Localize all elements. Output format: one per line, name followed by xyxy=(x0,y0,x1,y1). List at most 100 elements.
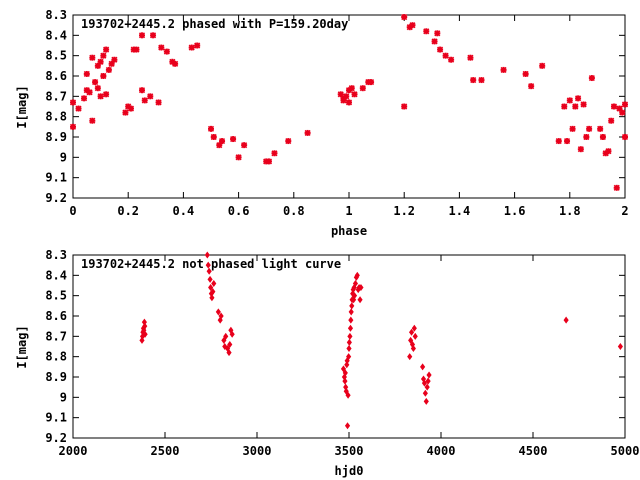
data-point xyxy=(359,85,366,92)
data-point xyxy=(210,133,217,141)
data-point xyxy=(619,109,626,116)
data-point xyxy=(613,184,620,191)
data-point xyxy=(142,322,148,330)
data-point xyxy=(621,133,629,141)
data-point xyxy=(621,101,629,108)
data-point xyxy=(347,324,354,332)
data-point xyxy=(127,105,135,112)
data-point xyxy=(348,308,354,316)
data-point xyxy=(580,101,587,108)
data-point xyxy=(139,336,145,344)
data-point xyxy=(141,97,148,104)
data-point xyxy=(194,42,201,49)
data-point xyxy=(349,302,355,310)
data-point xyxy=(426,371,432,379)
data-point xyxy=(470,77,477,84)
data-point xyxy=(348,316,354,324)
unphased-light-curve-plot: 2000 2500 3000 3500 4000 4500 5000 8.3 8.4 8.5 8.6… xyxy=(15,248,639,478)
plot-title: 193702+2445.2 phased with P=159.20day xyxy=(81,17,348,31)
data-point xyxy=(147,93,154,100)
y-tick-label: 9.2 xyxy=(45,431,67,445)
data-point xyxy=(424,383,430,391)
data-point xyxy=(208,284,214,292)
y-tick-label: 8.6 xyxy=(45,69,67,83)
data-point xyxy=(522,70,529,78)
data-point xyxy=(425,377,431,385)
data-point xyxy=(344,361,350,369)
data-point xyxy=(410,345,416,353)
data-point xyxy=(271,150,278,157)
data-point xyxy=(411,324,417,332)
data-point xyxy=(122,109,129,116)
x-tick-label: 0.2 xyxy=(117,204,139,218)
data-point xyxy=(617,342,623,351)
data-point xyxy=(500,66,507,73)
plot-title: 193702+2445.2 not phased light curve xyxy=(81,257,341,271)
phased-light-curve-plot: 0 0.2 0.4 0.6 0.8 1 1.2 1.4 1.6 1.8 2 8.3 8.4 8.5 8.6 8… xyxy=(15,8,629,238)
x-tick-label: 2500 xyxy=(151,444,180,458)
data-point xyxy=(599,133,606,141)
data-point xyxy=(342,369,348,377)
data-point xyxy=(205,261,211,269)
data-point xyxy=(163,48,170,55)
data-point xyxy=(345,391,351,399)
data-point xyxy=(357,296,363,304)
data-point xyxy=(235,154,242,161)
data-point xyxy=(346,345,352,353)
data-point xyxy=(423,397,429,405)
data-point xyxy=(207,125,215,132)
data-point xyxy=(337,91,344,98)
data-point xyxy=(155,99,162,106)
data-point xyxy=(407,353,413,361)
data-point xyxy=(434,30,441,37)
data-point xyxy=(431,38,438,45)
data-point xyxy=(401,103,408,110)
data-point xyxy=(105,66,112,73)
data-point xyxy=(408,328,415,336)
data-point xyxy=(69,99,77,106)
data-point xyxy=(368,79,375,86)
data-point xyxy=(221,336,227,344)
data-point xyxy=(218,312,224,320)
data-point xyxy=(226,349,232,357)
data-point xyxy=(442,52,449,59)
data-point xyxy=(347,332,353,340)
data-point xyxy=(172,60,179,67)
data-point xyxy=(344,422,351,430)
data-point xyxy=(412,332,418,340)
x-tick-label: 2000 xyxy=(59,444,88,458)
data-point xyxy=(138,32,146,39)
data-point xyxy=(304,129,311,136)
data-point xyxy=(342,377,348,385)
x-tick-label: 1.4 xyxy=(449,204,471,218)
y-tick-label: 8.7 xyxy=(45,329,67,343)
data-point xyxy=(422,389,428,397)
y-axis-label: I[mag] xyxy=(15,325,29,368)
data-point xyxy=(572,103,579,110)
data-point xyxy=(207,275,213,283)
data-point xyxy=(555,138,562,145)
y-tick-label: 8.5 xyxy=(45,289,67,303)
data-point xyxy=(211,279,217,287)
data-point xyxy=(448,56,455,63)
y-tick-label: 8.4 xyxy=(45,268,67,282)
data-point xyxy=(608,117,615,124)
data-point xyxy=(138,87,146,94)
data-point xyxy=(563,138,571,145)
data-point xyxy=(86,89,93,96)
x-tick-label: 0.4 xyxy=(173,204,195,218)
data-point xyxy=(89,117,96,124)
data-point xyxy=(539,62,546,69)
x-tick-label: 0.6 xyxy=(228,204,250,218)
x-tick-label: 3500 xyxy=(335,444,364,458)
x-tick-label: 1.6 xyxy=(504,204,526,218)
data-point xyxy=(345,99,353,106)
data-point xyxy=(586,125,593,132)
data-point xyxy=(605,148,612,155)
y-tick-label: 9.2 xyxy=(45,191,67,205)
data-point xyxy=(92,79,99,86)
y-tick-label: 9 xyxy=(60,390,67,404)
data-point xyxy=(100,72,107,80)
data-point xyxy=(103,91,110,98)
y-tick-label: 8.4 xyxy=(45,28,67,42)
